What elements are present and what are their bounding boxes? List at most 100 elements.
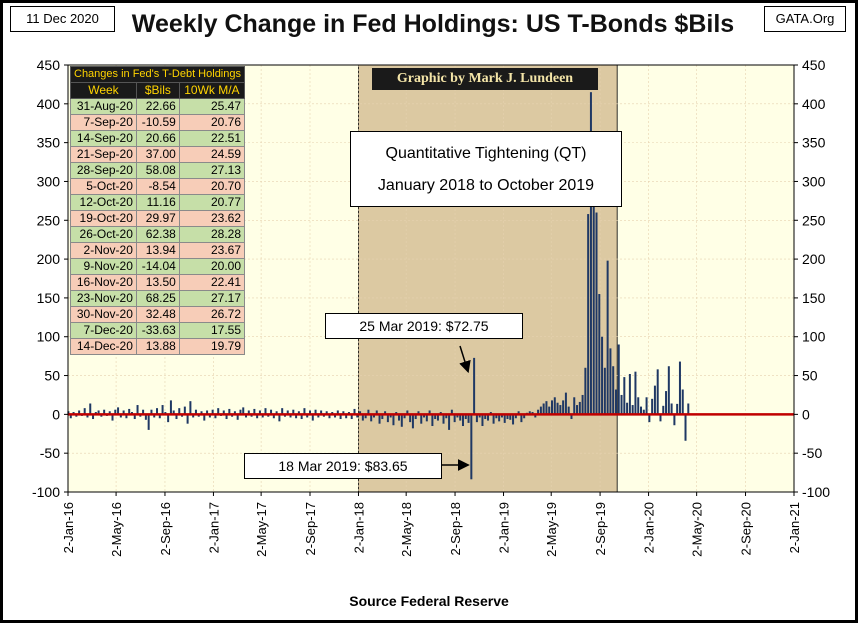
bar [217, 408, 220, 415]
bar [342, 411, 345, 415]
bar [384, 411, 387, 415]
x-tick-label: 2-May-18 [399, 502, 414, 557]
bar [403, 414, 406, 419]
bar [564, 392, 567, 415]
qt-annotation-box: Quantitative Tightening (QT) January 201… [350, 131, 622, 207]
bar [89, 403, 92, 415]
bar [589, 92, 592, 415]
bar [392, 414, 395, 426]
bar [539, 406, 542, 415]
bar [278, 414, 281, 422]
bar [78, 410, 81, 415]
bar [370, 414, 373, 422]
bar [270, 409, 273, 415]
table-cell-ma: 20.00 [178, 258, 246, 275]
table-cell-week: 23-Nov-20 [70, 290, 137, 307]
x-tick-label: 2-Sep-19 [593, 502, 608, 555]
bar [584, 367, 587, 415]
bar [534, 414, 537, 418]
bar [461, 414, 464, 427]
table-cell-bils: 37.00 [135, 146, 180, 163]
bar [684, 414, 687, 441]
bar [153, 414, 156, 418]
y-tick-label: 400 [802, 96, 826, 112]
bar [601, 336, 604, 415]
table-cell-ma: 22.51 [178, 130, 246, 147]
bar [128, 408, 131, 415]
table-row: 19-Oct-20 29.97 23.62 [70, 210, 246, 227]
bar [292, 409, 295, 415]
bar [359, 411, 362, 415]
date-label: 11 Dec 2020 [10, 6, 115, 32]
y-tick-label: 150 [802, 290, 826, 306]
bar [325, 411, 328, 415]
bar [659, 414, 662, 422]
bar [239, 409, 242, 415]
bar [459, 414, 462, 421]
bar [614, 389, 617, 415]
plot-border [67, 64, 795, 493]
bar [336, 410, 339, 415]
table-caption: Changes in Fed's T-Debt Holdings [70, 66, 245, 83]
bar [676, 403, 679, 415]
bar [203, 414, 206, 421]
bar [309, 410, 311, 415]
bar [592, 130, 595, 415]
bar [92, 414, 95, 420]
table-header-bils: $Bils [135, 82, 180, 99]
bar [467, 414, 470, 423]
table-cell-ma: 23.67 [178, 242, 246, 259]
annotation-arrow-high [459, 345, 471, 374]
table-cell-bils: -14.04 [135, 258, 180, 275]
x-tick-label: 2-Jan-18 [351, 502, 366, 553]
table-cell-ma: 20.77 [178, 194, 246, 211]
bar [428, 410, 431, 415]
table-row: 14-Dec-20 13.88 19.79 [70, 338, 246, 355]
bar [551, 400, 553, 415]
x-tick-label: 2-May-19 [544, 502, 559, 557]
bar [334, 414, 337, 418]
y-tick-label: 50 [44, 368, 60, 384]
bar [648, 414, 651, 423]
bar [245, 414, 248, 418]
bar [573, 397, 576, 415]
table-cell-week: 12-Oct-20 [70, 194, 137, 211]
bar [445, 414, 448, 419]
y-tick-label: 100 [802, 329, 826, 345]
bar [111, 414, 114, 421]
bar [297, 411, 300, 415]
brand-label: GATA.Org [764, 6, 846, 32]
bar [514, 414, 517, 419]
table-cell-bils: 62.38 [135, 226, 180, 243]
bar [167, 414, 170, 423]
bar [225, 414, 228, 420]
bar [545, 401, 548, 415]
bar [258, 410, 261, 415]
bar [667, 366, 670, 415]
table-row: 7-Sep-20 -10.59 20.76 [70, 114, 246, 131]
bar [431, 414, 434, 427]
bar [603, 367, 606, 415]
bar [328, 414, 331, 419]
bar [372, 414, 375, 418]
bar [97, 410, 100, 415]
annotation-high: 25 Mar 2019: $72.75 [325, 313, 523, 339]
bar [578, 401, 581, 415]
bar [261, 414, 264, 418]
bar [623, 377, 626, 415]
bar [562, 400, 565, 415]
bar [150, 409, 153, 415]
bar [253, 408, 256, 415]
bar [487, 414, 490, 421]
table-header-week: Week [70, 82, 137, 99]
bar [456, 414, 459, 418]
bar [498, 414, 501, 422]
y-tick-label: 200 [802, 251, 826, 267]
bar [286, 410, 289, 415]
bar [595, 212, 598, 415]
bar [364, 414, 367, 419]
bar [662, 405, 665, 415]
y-tick-label: -100 [32, 484, 60, 500]
table-cell-ma: 25.47 [178, 98, 246, 115]
table-row: 26-Oct-20 62.38 28.28 [70, 226, 246, 243]
